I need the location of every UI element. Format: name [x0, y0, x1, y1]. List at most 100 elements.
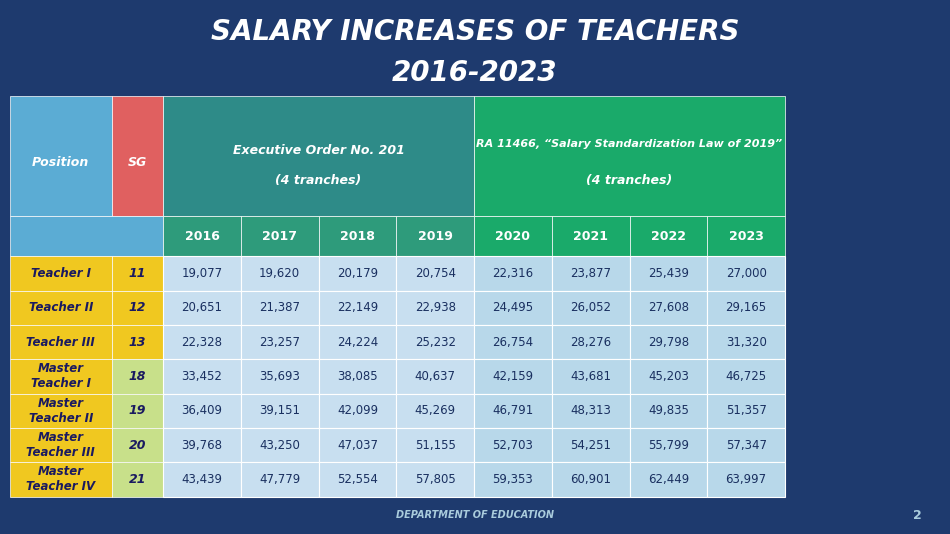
- Bar: [10, 216, 163, 256]
- Bar: [318, 325, 396, 359]
- Bar: [112, 325, 163, 359]
- Bar: [396, 359, 474, 394]
- Text: 27,000: 27,000: [726, 267, 767, 280]
- Bar: [163, 359, 241, 394]
- Bar: [163, 290, 241, 325]
- Bar: [10, 462, 112, 497]
- Text: 43,250: 43,250: [259, 438, 300, 452]
- Text: 55,799: 55,799: [648, 438, 689, 452]
- Bar: [396, 428, 474, 462]
- Text: 23,257: 23,257: [259, 336, 300, 349]
- Bar: [163, 428, 241, 462]
- Bar: [708, 325, 785, 359]
- Bar: [552, 256, 630, 290]
- Bar: [241, 394, 318, 428]
- Bar: [708, 359, 785, 394]
- Bar: [708, 256, 785, 290]
- Bar: [474, 290, 552, 325]
- Bar: [10, 359, 112, 394]
- Bar: [241, 256, 318, 290]
- Bar: [112, 256, 163, 290]
- Text: 2016-2023: 2016-2023: [392, 59, 558, 87]
- Text: 29,165: 29,165: [726, 301, 767, 315]
- Text: 2020: 2020: [496, 230, 530, 243]
- Text: Teacher III: Teacher III: [27, 336, 95, 349]
- Bar: [708, 216, 785, 256]
- Text: 19,620: 19,620: [259, 267, 300, 280]
- Bar: [396, 325, 474, 359]
- Text: 57,805: 57,805: [415, 473, 456, 486]
- Text: 45,269: 45,269: [414, 404, 456, 417]
- Bar: [552, 290, 630, 325]
- Text: Teacher I: Teacher I: [30, 267, 90, 280]
- Text: DEPARTMENT OF EDUCATION: DEPARTMENT OF EDUCATION: [396, 511, 554, 520]
- Bar: [474, 428, 552, 462]
- Text: 43,681: 43,681: [570, 370, 611, 383]
- Text: 18: 18: [129, 370, 146, 383]
- Bar: [163, 256, 241, 290]
- Bar: [318, 359, 396, 394]
- Bar: [10, 96, 112, 216]
- Text: 39,768: 39,768: [181, 438, 222, 452]
- Text: 48,313: 48,313: [570, 404, 611, 417]
- Bar: [163, 394, 241, 428]
- Text: (4 tranches): (4 tranches): [586, 174, 673, 187]
- Text: 40,637: 40,637: [415, 370, 456, 383]
- Text: 39,151: 39,151: [259, 404, 300, 417]
- Text: Master
Teacher I: Master Teacher I: [30, 363, 90, 390]
- Bar: [396, 256, 474, 290]
- Bar: [708, 462, 785, 497]
- Text: 33,452: 33,452: [181, 370, 222, 383]
- Text: 22,316: 22,316: [492, 267, 534, 280]
- Text: 43,439: 43,439: [181, 473, 222, 486]
- Text: 29,798: 29,798: [648, 336, 689, 349]
- Bar: [241, 359, 318, 394]
- Bar: [10, 325, 112, 359]
- Bar: [112, 428, 163, 462]
- Text: 52,554: 52,554: [337, 473, 378, 486]
- Bar: [552, 359, 630, 394]
- Text: 2016: 2016: [184, 230, 219, 243]
- Text: 26,052: 26,052: [570, 301, 611, 315]
- Text: 20: 20: [129, 438, 146, 452]
- Text: 54,251: 54,251: [570, 438, 611, 452]
- Text: 21,387: 21,387: [259, 301, 300, 315]
- Bar: [318, 394, 396, 428]
- Bar: [318, 216, 396, 256]
- Bar: [474, 325, 552, 359]
- Text: 42,159: 42,159: [492, 370, 534, 383]
- Text: 22,328: 22,328: [181, 336, 222, 349]
- Text: 21: 21: [129, 473, 146, 486]
- Text: 26,754: 26,754: [492, 336, 534, 349]
- Bar: [318, 256, 396, 290]
- Text: 62,449: 62,449: [648, 473, 689, 486]
- Text: Teacher II: Teacher II: [28, 301, 93, 315]
- Text: 11: 11: [129, 267, 146, 280]
- Text: 31,320: 31,320: [726, 336, 767, 349]
- Bar: [630, 359, 708, 394]
- Text: RA 11466, “Salary Standardization Law of 2019”: RA 11466, “Salary Standardization Law of…: [477, 139, 783, 149]
- Text: 57,347: 57,347: [726, 438, 767, 452]
- Bar: [630, 428, 708, 462]
- Bar: [10, 256, 112, 290]
- Bar: [474, 256, 552, 290]
- Bar: [10, 428, 112, 462]
- Text: 51,155: 51,155: [415, 438, 456, 452]
- Text: 2022: 2022: [651, 230, 686, 243]
- Bar: [318, 290, 396, 325]
- Bar: [552, 428, 630, 462]
- Bar: [112, 290, 163, 325]
- Bar: [630, 325, 708, 359]
- Bar: [552, 394, 630, 428]
- Text: 23,877: 23,877: [570, 267, 611, 280]
- Bar: [474, 462, 552, 497]
- Bar: [318, 462, 396, 497]
- Text: 2023: 2023: [729, 230, 764, 243]
- Text: 25,439: 25,439: [648, 267, 689, 280]
- Bar: [396, 290, 474, 325]
- Text: 27,608: 27,608: [648, 301, 689, 315]
- Bar: [396, 462, 474, 497]
- Bar: [112, 462, 163, 497]
- Text: 20,651: 20,651: [181, 301, 222, 315]
- Text: 19: 19: [129, 404, 146, 417]
